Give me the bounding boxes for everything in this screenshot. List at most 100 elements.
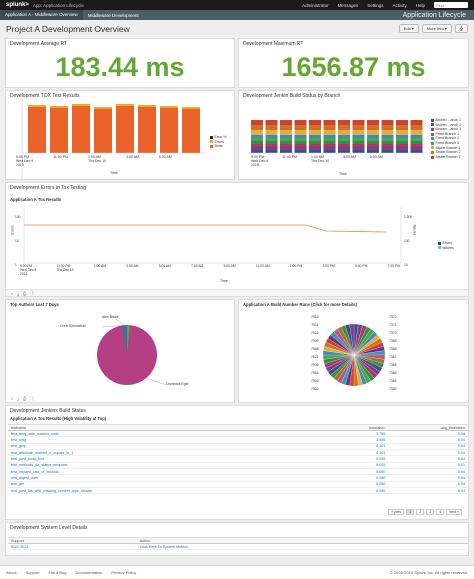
menu-messages[interactable]: Messages (337, 2, 359, 8)
pager-item[interactable]: 2 (416, 509, 425, 515)
footer-link-about[interactable]: About (6, 570, 17, 575)
jenkins-bar-segment (381, 125, 394, 130)
avg-timetaken-link[interactable]: 0.04 (457, 431, 465, 436)
column-header[interactable]: testname (8, 424, 330, 431)
column-header[interactable]: Support (8, 537, 137, 544)
nav-tab-overview[interactable]: Application A - Middleware Overview (0, 10, 83, 20)
export-icon[interactable]: ⤓ (17, 290, 20, 296)
pager-item[interactable]: next » (446, 509, 462, 515)
jenkins-bar-segment (410, 125, 423, 130)
testname-link[interactable]: test_dmg_with_custom_code (11, 431, 59, 436)
jenkins-bar-segment (396, 147, 408, 150)
jenkins-bar-segment (251, 135, 263, 138)
avg-timetaken-link[interactable]: 0.04 (457, 482, 465, 487)
footer-link-file-bug[interactable]: File a Bug (48, 570, 67, 575)
table-row: test_request_use_of_bounds 0.050 0.04 (8, 468, 468, 476)
avg-timetaken-link[interactable]: 0.04 (457, 438, 465, 443)
info-icon[interactable]: ⓘ (30, 290, 35, 295)
export-icon[interactable]: ⤓ (17, 396, 20, 401)
timetaken-link[interactable]: 0.101 (376, 444, 386, 449)
edit-button[interactable]: Edit ▾ (398, 24, 419, 33)
print-icon[interactable]: ⎙ (454, 24, 468, 33)
column-header[interactable]: Action (136, 537, 468, 544)
jenkins-bar-segment (294, 147, 307, 150)
search-icon[interactable]: ⌕ (11, 396, 14, 401)
avg-timetaken-link[interactable]: 0.04 (457, 488, 465, 493)
timetaken-link[interactable]: 3.755 (376, 431, 386, 436)
dashboard-header: Project A Development Overview Edit ▾ Mo… (0, 20, 474, 37)
print-icon[interactable]: ⎙ (23, 290, 27, 296)
legend-label: Errors (214, 139, 225, 144)
avg-timetaken-link[interactable]: 0.04 (457, 450, 465, 455)
tox-legend: Error % Errors Tests (210, 135, 226, 149)
legend-item: Broken ...anch 3 (431, 127, 461, 132)
column-header[interactable]: avg_timetaken (388, 424, 468, 431)
testname-link[interactable]: test_absolute_redirect_n_equals_to_1 (11, 450, 74, 455)
column-header[interactable]: timetaken (330, 424, 389, 431)
menu-settings[interactable]: Settings (367, 2, 384, 8)
find-input[interactable] (434, 2, 468, 8)
avg-timetaken-link[interactable]: 0.04 (457, 457, 465, 462)
timetaken-link[interactable]: 0.050 (376, 469, 386, 474)
testname-link[interactable]: test_dmg (11, 438, 27, 443)
footer-link-privacy[interactable]: Privacy Policy (111, 570, 137, 575)
timetaken-link[interactable]: 0.050 (376, 476, 386, 481)
top-navigation-bar: splunk> App: Application Lifecycle Admin… (0, 0, 474, 10)
jenkins-bar-segment (265, 150, 278, 153)
max-rt-value: 1656.87 ms (281, 52, 426, 82)
table-row: BUG-2021 Click Here To System Metrics (8, 543, 468, 551)
splunk-logo[interactable]: splunk> (6, 2, 29, 8)
testname-link[interactable]: test_methods_do_status_endpoint (11, 463, 68, 468)
search-icon[interactable]: ⌕ (11, 290, 14, 296)
avg-timetaken-link[interactable]: 0.04 (457, 476, 465, 481)
pager-item[interactable]: 3 (426, 509, 435, 515)
timetaken-link[interactable]: 3.459 (376, 438, 386, 443)
menu-administrator[interactable]: Administrator (302, 2, 329, 8)
x-tick-label: 1:00 AM Thu Dec 10 (310, 155, 330, 163)
print-icon[interactable]: ⎙ (23, 396, 27, 401)
jenkins-bar-segment (410, 135, 423, 138)
jenkins-bar-segment (396, 130, 408, 135)
timetaken-link[interactable]: 0.050 (376, 488, 386, 493)
x-tick-label: 1:00 AM Thu Dec 10 (87, 155, 107, 163)
system-metrics-link[interactable]: Click Here To System Metrics (139, 544, 188, 549)
avg-timetaken-link[interactable]: 0.04 (457, 469, 465, 474)
jenkins-bar-segment (294, 125, 307, 130)
legend-label: Stable Branch 2 (435, 150, 461, 155)
table-row: test_post_file_with_missing_content_type… (8, 487, 468, 495)
footer-link-documentation[interactable]: Documentation (75, 570, 103, 575)
jenkins-bar-segment (352, 147, 365, 150)
nav-tab-development[interactable]: Middleware Development (87, 12, 139, 18)
section-title: Development Errors in Tox Testing (10, 185, 86, 191)
timetaken-link[interactable]: 0.035 (376, 457, 386, 462)
avg-timetaken-link[interactable]: 0.04 (457, 444, 465, 449)
legend-item: Error % (210, 135, 226, 140)
info-icon[interactable]: ⓘ (30, 395, 35, 401)
testname-link[interactable]: test_request_use_of_bounds (11, 469, 59, 474)
avg-timetaken-link[interactable]: 0.01 (457, 463, 465, 468)
menu-help[interactable]: Help (415, 2, 425, 8)
timetaken-link[interactable]: 0.101 (376, 450, 386, 455)
footer: About Support File a Bug Documentation P… (0, 565, 474, 579)
app-switcher[interactable]: App: Application Lifecycle (32, 2, 84, 8)
pager-item[interactable]: 1 (406, 509, 415, 515)
pager-item[interactable]: « prev (388, 509, 405, 515)
panel-title: Application A Build Number Runs (Click f… (243, 302, 357, 307)
jenkins-bar-segment (323, 150, 336, 153)
testname-link[interactable]: test_get (11, 482, 25, 487)
menu-activity[interactable]: Activity (392, 2, 407, 8)
more-info-button[interactable]: More Info ▾ (421, 24, 452, 33)
tox-results-panel: Development TOX Test Results Error % Err… (5, 90, 235, 181)
testname-link[interactable]: test_gzip (11, 444, 26, 449)
timetaken-link[interactable]: 0.045 (376, 463, 386, 468)
jenkins-bar-segment (265, 135, 278, 138)
bug-link[interactable]: BUG-2021 (11, 544, 29, 549)
tox-bar (28, 107, 46, 153)
testname-link[interactable]: test_digest_auth (11, 476, 39, 481)
pager-item[interactable]: 4 (436, 509, 445, 515)
testname-link[interactable]: test_post_body_text (11, 457, 45, 462)
testname-link[interactable]: test_post_file_with_missing_content_type… (11, 488, 93, 493)
timetaken-link[interactable]: 0.050 (376, 482, 386, 487)
footer-link-support[interactable]: Support (25, 570, 40, 575)
x-tick-label: 9:00 PM Wed Dec 9 2015 (20, 264, 37, 276)
